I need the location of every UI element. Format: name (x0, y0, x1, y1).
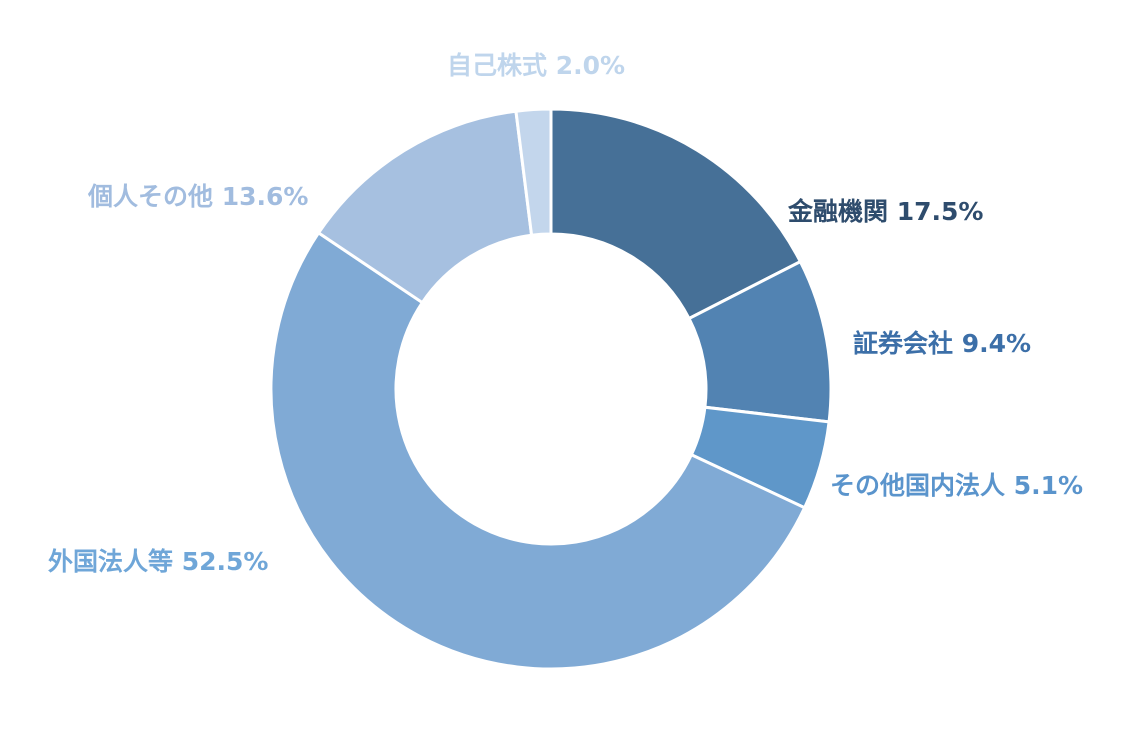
label-treasury-stock: 自己株式 2.0% (447, 51, 625, 80)
labels-layer: 金融機関 17.5% 証券会社 9.4% その他国内法人 5.1% 外国法人等 … (48, 51, 1083, 576)
label-securities-companies: 証券会社 9.4% (853, 329, 1031, 358)
label-financial-institutions: 金融機関 17.5% (787, 197, 983, 226)
label-individuals-others: 個人その他 13.6% (87, 182, 308, 211)
slices-layer (269, 107, 833, 671)
label-other-domestic-corporations: その他国内法人 5.1% (830, 471, 1083, 500)
slice-foreign-corporations (269, 230, 807, 671)
slice-financial-institutions (549, 107, 803, 321)
slice-treasury-stock (514, 107, 553, 237)
slice-individuals-others (316, 109, 534, 305)
label-foreign-corporations: 外国法人等 52.5% (48, 547, 268, 576)
